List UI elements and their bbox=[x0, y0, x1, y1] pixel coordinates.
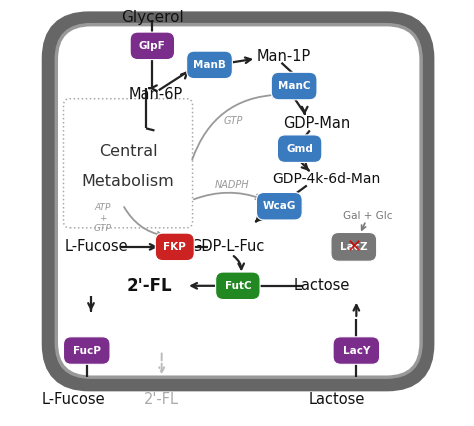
Text: WcaG: WcaG bbox=[263, 201, 296, 211]
Text: FucP: FucP bbox=[73, 345, 100, 356]
Text: Gmd: Gmd bbox=[286, 144, 313, 154]
Text: GTP: GTP bbox=[224, 116, 243, 126]
Text: L-Fucose: L-Fucose bbox=[41, 392, 105, 407]
Text: Glycerol: Glycerol bbox=[121, 9, 184, 25]
FancyBboxPatch shape bbox=[216, 272, 260, 299]
FancyBboxPatch shape bbox=[256, 193, 302, 220]
Text: GDP-L-Fuc: GDP-L-Fuc bbox=[191, 239, 265, 254]
Text: Central: Central bbox=[99, 144, 157, 159]
Text: LacY: LacY bbox=[343, 345, 370, 356]
Text: Man-6P: Man-6P bbox=[128, 87, 183, 102]
Text: GDP-4k-6d-Man: GDP-4k-6d-Man bbox=[272, 172, 380, 186]
Text: 2'-FL: 2'-FL bbox=[127, 277, 173, 295]
Text: Lactose: Lactose bbox=[293, 278, 350, 293]
FancyBboxPatch shape bbox=[155, 233, 194, 261]
Text: 2'-FL: 2'-FL bbox=[144, 392, 179, 407]
FancyBboxPatch shape bbox=[64, 337, 110, 364]
FancyBboxPatch shape bbox=[271, 72, 317, 100]
Text: FKP: FKP bbox=[164, 242, 186, 252]
FancyBboxPatch shape bbox=[333, 337, 380, 364]
Text: Metabolism: Metabolism bbox=[82, 174, 174, 189]
Text: ManB: ManB bbox=[193, 60, 226, 70]
FancyBboxPatch shape bbox=[130, 32, 174, 60]
FancyBboxPatch shape bbox=[277, 135, 322, 162]
Text: GlpF: GlpF bbox=[139, 41, 166, 51]
Text: Gal + Glc: Gal + Glc bbox=[344, 211, 393, 222]
Text: ✕: ✕ bbox=[346, 238, 361, 256]
Text: LacZ: LacZ bbox=[340, 242, 368, 252]
FancyBboxPatch shape bbox=[49, 18, 428, 384]
Text: Lactose: Lactose bbox=[308, 392, 365, 407]
FancyBboxPatch shape bbox=[187, 51, 232, 79]
Text: L-Fucose: L-Fucose bbox=[64, 239, 128, 254]
Text: ManC: ManC bbox=[278, 81, 310, 91]
Text: ATP
+
GTP: ATP + GTP bbox=[93, 203, 111, 233]
Text: GDP-Man: GDP-Man bbox=[283, 116, 350, 131]
FancyBboxPatch shape bbox=[331, 233, 377, 261]
FancyBboxPatch shape bbox=[56, 25, 421, 377]
Text: Man-1P: Man-1P bbox=[256, 49, 310, 64]
Text: NADPH: NADPH bbox=[215, 181, 249, 190]
Text: FutC: FutC bbox=[225, 281, 251, 291]
